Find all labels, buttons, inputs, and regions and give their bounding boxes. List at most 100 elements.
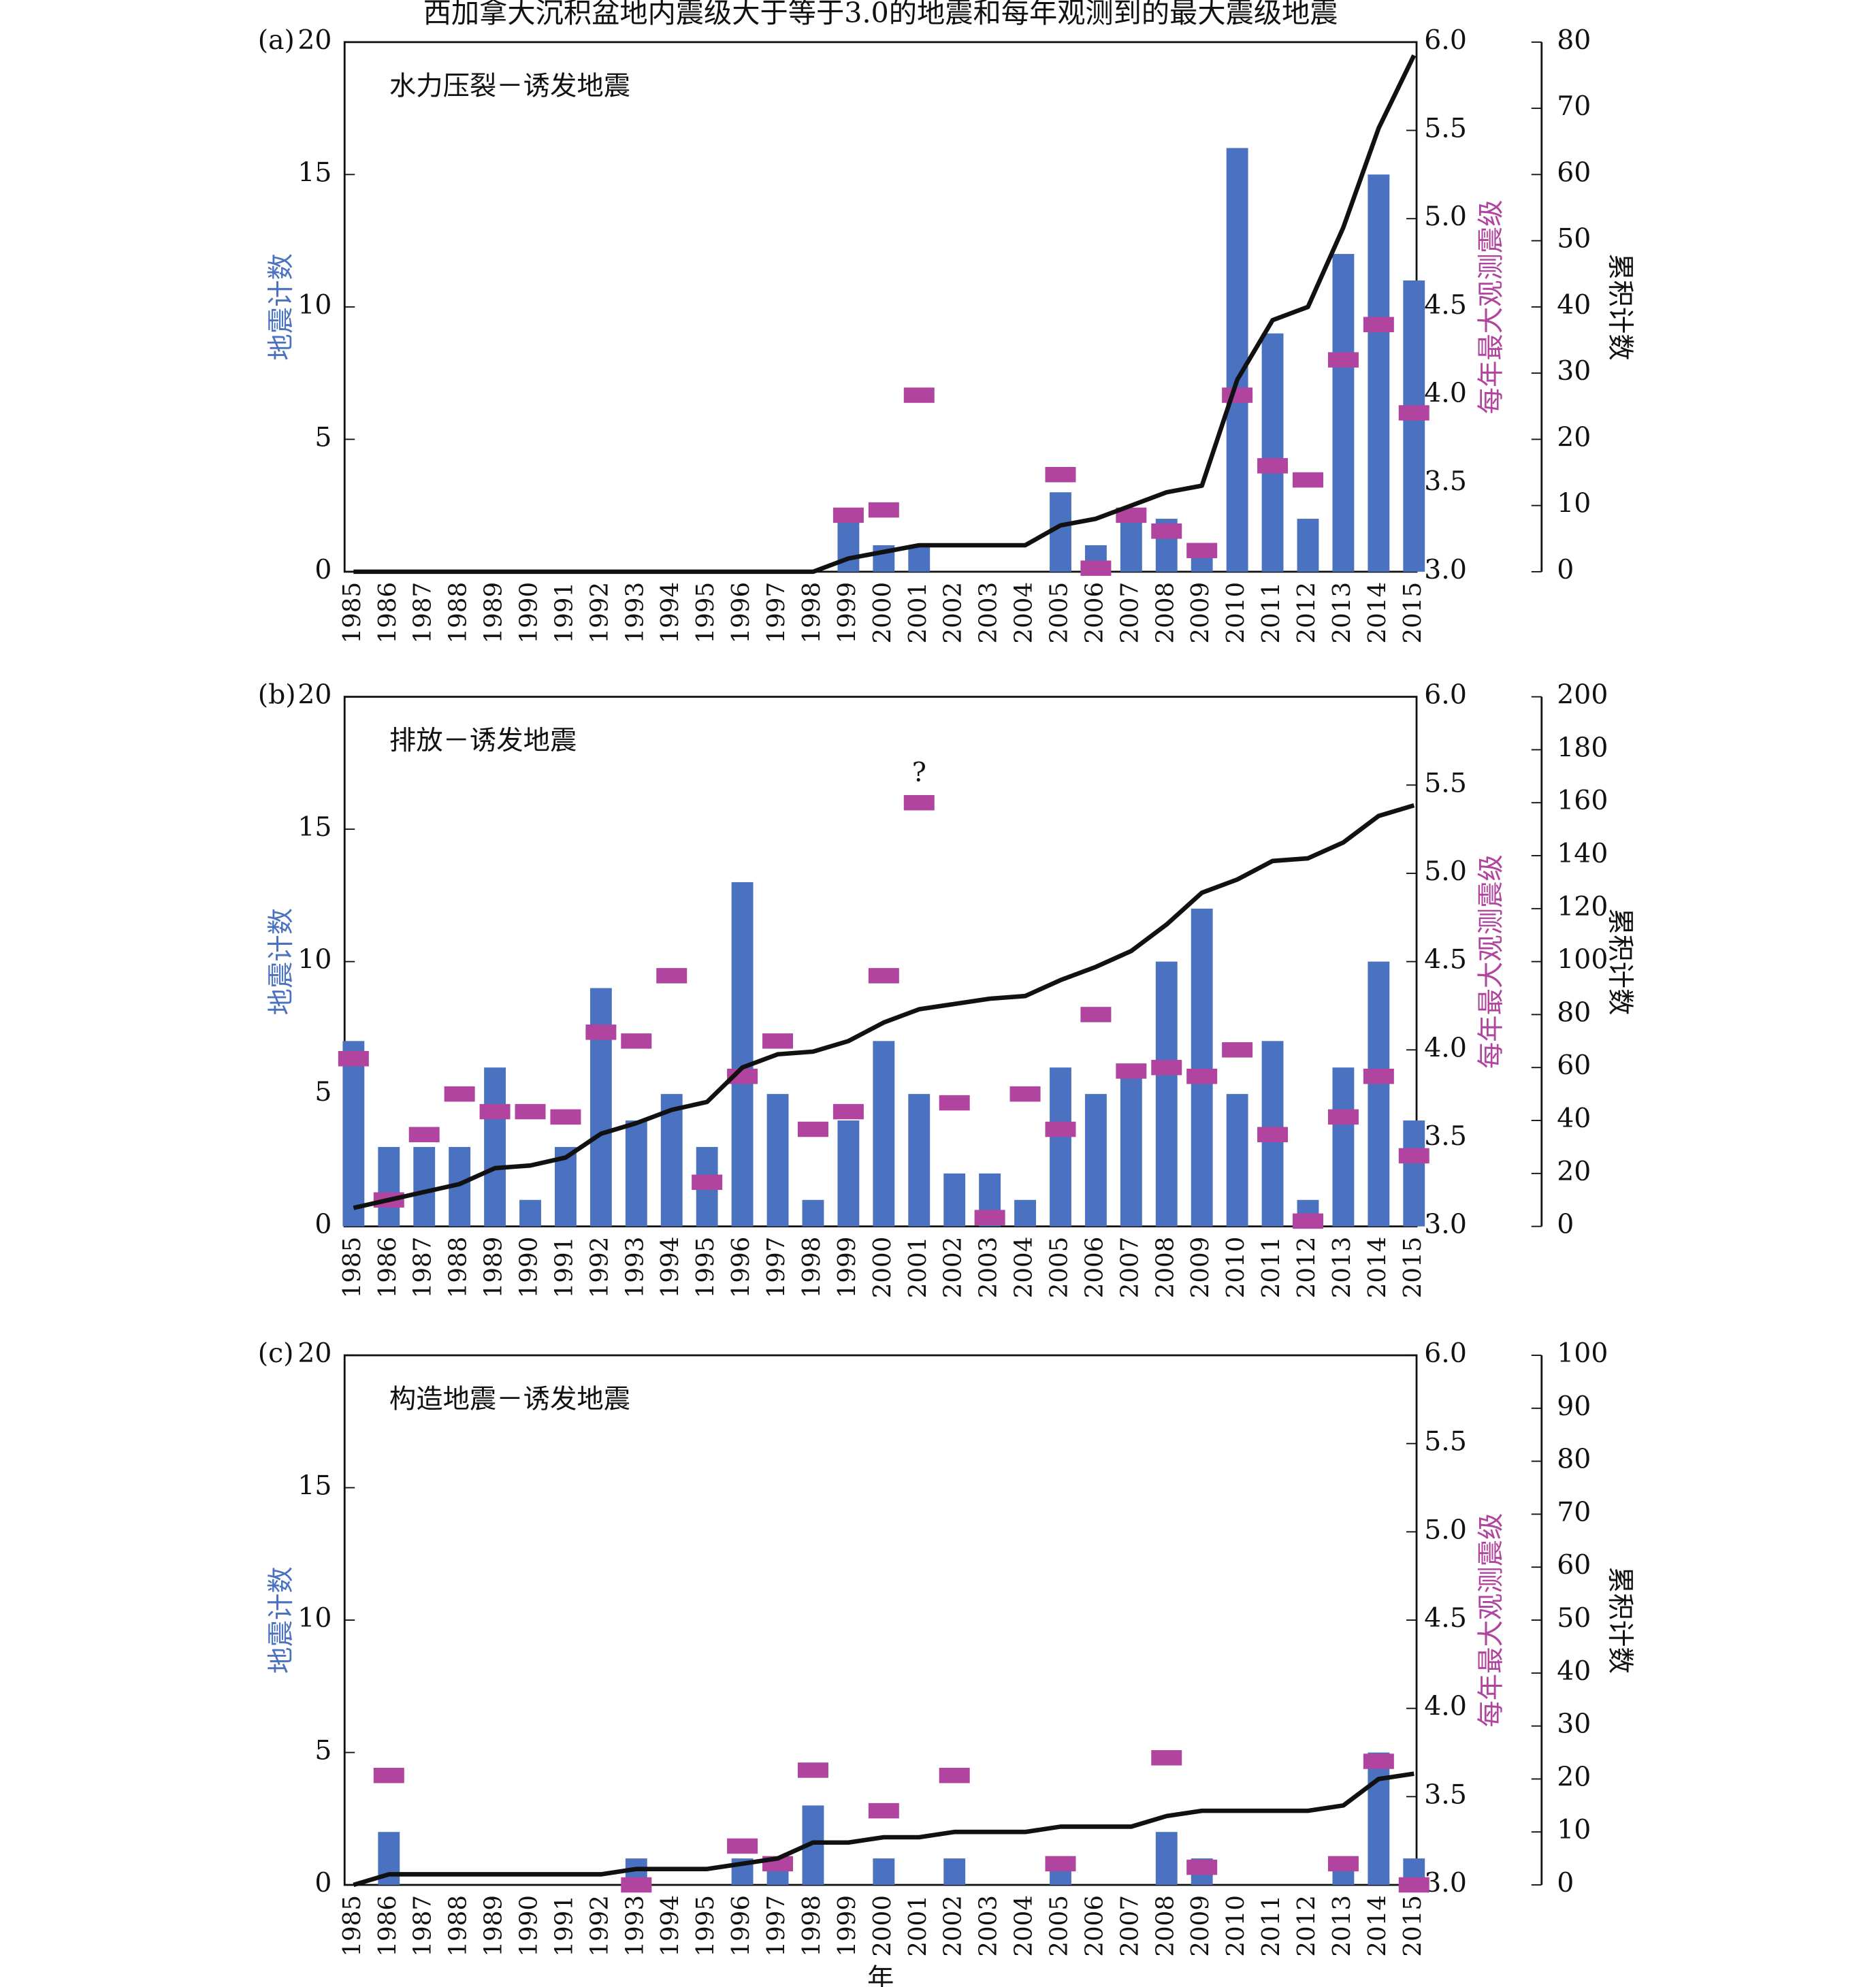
max-magnitude-marker xyxy=(1398,405,1429,421)
x-tick-label: 1990 xyxy=(515,1237,543,1299)
max-magnitude-marker xyxy=(832,1103,864,1120)
bar xyxy=(1120,519,1142,572)
max-magnitude-marker xyxy=(1045,467,1076,483)
y2-tick-label: 3.0 xyxy=(1424,554,1467,585)
x-tick-label: 1988 xyxy=(444,582,472,644)
max-magnitude-marker xyxy=(868,502,899,518)
max-magnitude-marker xyxy=(1363,1068,1394,1084)
x-tick-label: 1995 xyxy=(692,1237,719,1299)
x-tick-label: 2013 xyxy=(1328,582,1356,644)
max-magnitude-marker xyxy=(621,1033,652,1049)
y-tick-label: 10 xyxy=(297,289,331,321)
x-tick-label: 1987 xyxy=(409,1895,437,1957)
x-tick-label: 1989 xyxy=(480,1237,508,1299)
y3-tick-label: 80 xyxy=(1557,1444,1591,1475)
x-tick-label: 1985 xyxy=(338,582,366,644)
bar xyxy=(484,1067,506,1227)
x-tick-label: 2008 xyxy=(1151,1237,1179,1299)
bar xyxy=(802,1199,824,1227)
bar xyxy=(1332,1067,1355,1227)
bar xyxy=(1226,1094,1248,1227)
y-axis-label: 地震计数 xyxy=(265,908,297,1015)
y-tick-label: 10 xyxy=(297,1602,331,1634)
y3-tick-label: 200 xyxy=(1557,679,1608,711)
bar xyxy=(1155,961,1178,1227)
bar xyxy=(342,1041,365,1227)
max-magnitude-marker xyxy=(1257,458,1289,474)
y3-tick-label: 90 xyxy=(1557,1391,1591,1422)
y-tick-label: 20 xyxy=(297,1338,331,1369)
max-magnitude-marker xyxy=(868,968,899,984)
bar xyxy=(873,1041,895,1227)
y3-tick-label: 30 xyxy=(1557,1709,1591,1740)
x-tick-label: 2001 xyxy=(904,1237,932,1299)
x-tick-label: 2004 xyxy=(1010,582,1038,644)
bar xyxy=(943,1173,966,1227)
x-tick-label: 1999 xyxy=(833,1237,861,1299)
x-tick-label: 1986 xyxy=(374,1895,402,1957)
max-magnitude-marker xyxy=(1327,1109,1359,1125)
y2-tick-label: 5.5 xyxy=(1424,1426,1467,1457)
x-tick-label: 2014 xyxy=(1363,582,1391,644)
y3-tick-label: 20 xyxy=(1557,1156,1591,1187)
x-tick-label: 1994 xyxy=(656,1237,684,1299)
y3-tick-label: 100 xyxy=(1557,944,1608,975)
max-magnitude-marker xyxy=(727,1838,758,1854)
y-tick-label: 0 xyxy=(314,554,331,585)
y3-tick-label: 0 xyxy=(1557,1867,1574,1899)
x-tick-label: 2011 xyxy=(1257,1237,1285,1299)
y-tick-label: 5 xyxy=(314,1735,331,1766)
x-tick-label: 1989 xyxy=(480,582,508,644)
y2-axis-label: 每年最大观测震级 xyxy=(1476,1513,1507,1728)
x-tick-label: 1986 xyxy=(374,1237,402,1299)
subtitle: 水力压裂－诱发地震 xyxy=(389,70,630,101)
bar xyxy=(589,988,612,1227)
y3-tick-label: 100 xyxy=(1557,1338,1608,1369)
cumulative-line xyxy=(353,54,1417,575)
panel-label: (c) xyxy=(258,1338,294,1369)
max-magnitude-marker xyxy=(1327,1856,1359,1872)
y3-tick-label: 0 xyxy=(1557,1209,1574,1240)
max-magnitude-marker xyxy=(1080,560,1112,576)
bar xyxy=(413,1146,436,1227)
bar xyxy=(837,519,860,572)
x-tick-label: 2012 xyxy=(1293,1895,1321,1957)
bar xyxy=(1297,519,1319,572)
y3-tick-label: 120 xyxy=(1557,891,1608,922)
y3-tick-label: 10 xyxy=(1557,488,1591,519)
max-magnitude-marker xyxy=(1151,523,1182,539)
x-tick-label: 2015 xyxy=(1399,1895,1427,1957)
bar xyxy=(625,1120,647,1227)
max-magnitude-marker xyxy=(1009,1086,1041,1102)
y2-tick-label: 3.5 xyxy=(1424,1120,1467,1152)
x-tick-label: 2005 xyxy=(1045,1895,1073,1957)
x-tick-label: 2007 xyxy=(1116,1895,1144,1957)
x-tick-label: 1997 xyxy=(762,582,790,644)
max-magnitude-marker xyxy=(1186,1068,1218,1084)
x-tick-label: 2000 xyxy=(869,1237,896,1299)
y-tick-label: 0 xyxy=(314,1867,331,1899)
bar xyxy=(1155,1832,1178,1886)
max-magnitude-marker xyxy=(550,1109,581,1125)
plot-frame xyxy=(343,41,1418,573)
x-tick-label: 2009 xyxy=(1186,582,1214,644)
bar xyxy=(1050,1067,1071,1227)
x-tick-label: 2006 xyxy=(1080,1237,1108,1299)
x-tick-label: 1987 xyxy=(409,582,437,644)
x-tick-label: 1988 xyxy=(444,1895,472,1957)
y-tick-label: 5 xyxy=(314,1076,331,1108)
y3-tick-label: 60 xyxy=(1557,1050,1591,1081)
max-magnitude-marker xyxy=(1151,1750,1182,1766)
y-tick-label: 10 xyxy=(297,944,331,975)
y2-tick-label: 3.0 xyxy=(1424,1209,1467,1240)
x-tick-label: 2010 xyxy=(1222,1895,1250,1957)
y-tick-label: 15 xyxy=(297,811,331,843)
y3-axis-label: 累积计数 xyxy=(1604,253,1636,360)
y3-tick-label: 20 xyxy=(1557,421,1591,453)
x-tick-label: 1997 xyxy=(762,1895,790,1957)
max-magnitude-marker xyxy=(373,1767,404,1783)
panel-label: (a) xyxy=(258,25,295,56)
max-magnitude-marker xyxy=(1363,1754,1394,1769)
x-tick-label: 2010 xyxy=(1222,582,1250,644)
x-tick-label: 2004 xyxy=(1010,1237,1038,1299)
